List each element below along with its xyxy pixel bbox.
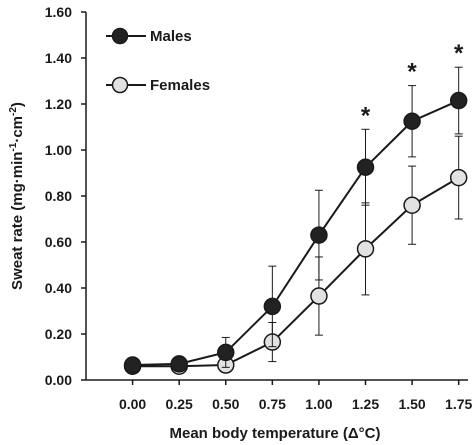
y-axis-title-main: Sweat rate (mg·min	[9, 152, 26, 290]
y-tick-label: 1.60	[45, 4, 72, 20]
data-point	[403, 112, 421, 130]
data-point	[356, 158, 375, 176]
y-tick-label: 1.40	[45, 50, 72, 66]
y-tick-label: 0.80	[45, 188, 72, 204]
x-tick-label: 1.25	[352, 396, 379, 412]
series-layer	[123, 66, 468, 375]
data-point	[217, 343, 235, 362]
y-tick-label: 1.00	[45, 142, 72, 158]
x-axis-title-main: Mean body temperature (	[170, 425, 348, 442]
x-tick-label: 1.00	[305, 396, 332, 412]
significance-asterisk: *	[454, 40, 464, 67]
x-axis-title: Mean body temperature (Δ°C)	[170, 425, 381, 442]
y-axis-title-exp1: -1	[8, 142, 19, 151]
data-point	[449, 168, 468, 187]
legend-marker-males	[111, 27, 129, 45]
legend-label-males: Males	[150, 28, 192, 45]
y-axis-title-mid: ·cm	[9, 116, 26, 143]
series-females	[123, 135, 468, 375]
series-males	[123, 66, 468, 374]
series-line	[132, 99, 460, 367]
x-tick-label: 0.25	[166, 396, 193, 412]
data-point	[310, 226, 328, 244]
data-point	[123, 356, 142, 374]
y-axis-title-exp2: -2	[8, 107, 19, 116]
data-point	[403, 196, 421, 214]
data-point	[310, 287, 328, 305]
x-axis-title-delta: Δ	[348, 425, 359, 442]
x-tick-label: 0.75	[259, 396, 286, 412]
legend-marker-females	[111, 76, 129, 94]
significance-asterisk: *	[407, 59, 417, 86]
y-tick-label: 0.60	[45, 234, 72, 250]
x-axis-title-unit: °C)	[359, 425, 381, 442]
significance-markers: * * *	[361, 40, 464, 129]
y-axis-ticks: 0.00 0.20 0.40 0.60 0.80 1.00 1.20 1.40 1.60	[45, 4, 86, 388]
x-tick-label: 1.50	[398, 396, 425, 412]
y-tick-label: 0.40	[45, 280, 72, 296]
x-tick-label: 1.75	[445, 396, 472, 412]
y-tick-label: 1.20	[45, 96, 72, 112]
data-point	[170, 355, 188, 373]
data-point	[263, 297, 282, 316]
legend: Males Females	[106, 27, 210, 94]
x-axis-ticks: 0.00 0.25 0.50 0.75 1.00 1.25 1.50 1.75	[119, 380, 473, 412]
data-point	[449, 91, 468, 110]
data-point	[356, 240, 375, 258]
x-tick-label: 0.00	[119, 396, 146, 412]
y-axis-title-end: )	[9, 102, 26, 107]
legend-label-females: Females	[150, 77, 210, 94]
x-tick-label: 0.50	[212, 396, 239, 412]
y-tick-label: 0.00	[45, 372, 72, 388]
significance-asterisk: *	[361, 102, 371, 129]
y-axis-title: Sweat rate (mg·min-1·cm-2)	[8, 102, 26, 290]
y-tick-label: 0.20	[45, 326, 72, 342]
